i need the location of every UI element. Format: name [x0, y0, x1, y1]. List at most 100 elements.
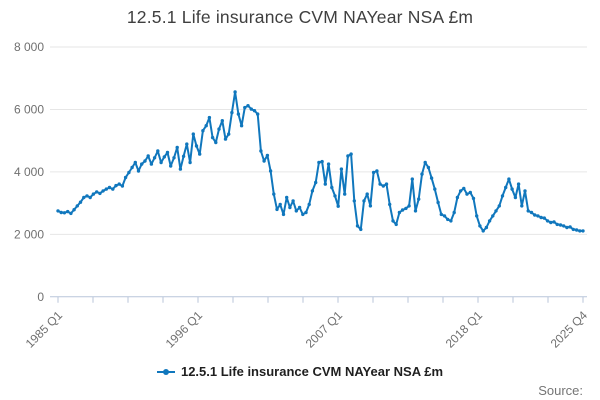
- series-marker[interactable]: [117, 182, 121, 186]
- series-marker[interactable]: [426, 165, 431, 170]
- series-marker[interactable]: [272, 192, 276, 196]
- series-marker[interactable]: [481, 229, 485, 233]
- series-marker[interactable]: [294, 209, 298, 213]
- series-marker[interactable]: [123, 175, 128, 180]
- series-marker[interactable]: [497, 204, 501, 208]
- series-marker[interactable]: [581, 229, 585, 233]
- series-marker[interactable]: [159, 160, 163, 165]
- series-marker[interactable]: [394, 222, 398, 227]
- series-marker[interactable]: [539, 215, 543, 220]
- series-marker[interactable]: [529, 210, 534, 215]
- series-marker[interactable]: [442, 214, 447, 218]
- series-marker[interactable]: [439, 212, 443, 217]
- series-marker[interactable]: [227, 132, 231, 136]
- series-marker[interactable]: [536, 214, 540, 218]
- series-marker[interactable]: [230, 110, 234, 115]
- series-marker[interactable]: [181, 154, 186, 158]
- series-marker[interactable]: [314, 180, 318, 185]
- series-marker[interactable]: [214, 140, 218, 145]
- series-marker[interactable]: [156, 149, 160, 153]
- series-marker[interactable]: [249, 107, 253, 111]
- series-marker[interactable]: [400, 208, 405, 212]
- series-marker[interactable]: [172, 156, 176, 160]
- series-marker[interactable]: [455, 195, 460, 200]
- series-marker[interactable]: [210, 135, 215, 140]
- series-marker[interactable]: [104, 187, 109, 191]
- series-marker[interactable]: [552, 220, 556, 224]
- series-marker[interactable]: [246, 104, 250, 108]
- series-marker[interactable]: [491, 214, 495, 218]
- series-marker[interactable]: [446, 217, 450, 222]
- series-marker[interactable]: [178, 167, 183, 171]
- series-marker[interactable]: [365, 192, 369, 196]
- series-marker[interactable]: [194, 144, 199, 148]
- series-marker[interactable]: [265, 153, 270, 158]
- series-marker[interactable]: [410, 177, 414, 181]
- series-marker[interactable]: [297, 205, 302, 210]
- series-marker[interactable]: [558, 223, 563, 227]
- series-marker[interactable]: [429, 176, 434, 180]
- series-marker[interactable]: [185, 142, 189, 146]
- series-marker[interactable]: [388, 202, 392, 207]
- series-marker[interactable]: [323, 182, 327, 186]
- series-marker[interactable]: [571, 227, 575, 232]
- series-marker[interactable]: [239, 124, 244, 128]
- series-marker[interactable]: [526, 209, 530, 213]
- series-marker[interactable]: [500, 194, 505, 198]
- series-marker[interactable]: [201, 129, 205, 133]
- series-marker[interactable]: [62, 211, 67, 215]
- series-marker[interactable]: [330, 185, 334, 190]
- series-marker[interactable]: [504, 185, 508, 190]
- series-marker[interactable]: [423, 160, 427, 165]
- series-marker[interactable]: [471, 196, 476, 201]
- series-marker[interactable]: [565, 225, 569, 230]
- series-marker[interactable]: [307, 202, 311, 207]
- series-marker[interactable]: [404, 206, 408, 211]
- series-marker[interactable]: [140, 162, 144, 166]
- series-marker[interactable]: [133, 160, 137, 165]
- series-marker[interactable]: [578, 229, 582, 233]
- series-marker[interactable]: [285, 195, 289, 200]
- series-marker[interactable]: [69, 211, 73, 216]
- series-marker[interactable]: [523, 189, 527, 193]
- series-marker[interactable]: [574, 228, 579, 232]
- series-marker[interactable]: [243, 105, 247, 110]
- series-marker[interactable]: [494, 209, 498, 213]
- series-marker[interactable]: [407, 204, 411, 208]
- series-marker[interactable]: [468, 190, 472, 195]
- series-marker[interactable]: [368, 204, 373, 208]
- series-marker[interactable]: [85, 194, 89, 198]
- series-marker[interactable]: [568, 225, 572, 229]
- series-marker[interactable]: [507, 177, 511, 181]
- series-marker[interactable]: [101, 189, 105, 193]
- series-marker[interactable]: [111, 187, 115, 191]
- series-marker[interactable]: [252, 109, 257, 113]
- series-marker[interactable]: [191, 132, 195, 136]
- series-marker[interactable]: [339, 167, 344, 171]
- series-marker[interactable]: [130, 165, 134, 170]
- series-marker[interactable]: [413, 209, 418, 213]
- series-marker[interactable]: [78, 200, 83, 204]
- series-marker[interactable]: [72, 208, 76, 212]
- series-marker[interactable]: [236, 112, 241, 116]
- series-marker[interactable]: [288, 205, 292, 210]
- series-marker[interactable]: [449, 219, 453, 223]
- series-marker[interactable]: [520, 204, 524, 208]
- series-marker[interactable]: [95, 190, 99, 194]
- series-marker[interactable]: [88, 195, 92, 200]
- series-marker[interactable]: [188, 160, 192, 165]
- series-marker[interactable]: [510, 187, 514, 191]
- series-marker[interactable]: [310, 189, 315, 193]
- series-marker[interactable]: [336, 204, 340, 208]
- series-marker[interactable]: [256, 112, 260, 116]
- series-marker[interactable]: [66, 209, 70, 214]
- series-marker[interactable]: [98, 191, 102, 196]
- series-marker[interactable]: [555, 222, 559, 227]
- series-marker[interactable]: [304, 210, 308, 215]
- series-marker[interactable]: [333, 194, 337, 198]
- series-marker[interactable]: [120, 184, 125, 188]
- series-marker[interactable]: [436, 200, 440, 205]
- series-marker[interactable]: [384, 182, 389, 186]
- series-marker[interactable]: [217, 127, 221, 131]
- series-marker[interactable]: [198, 152, 202, 156]
